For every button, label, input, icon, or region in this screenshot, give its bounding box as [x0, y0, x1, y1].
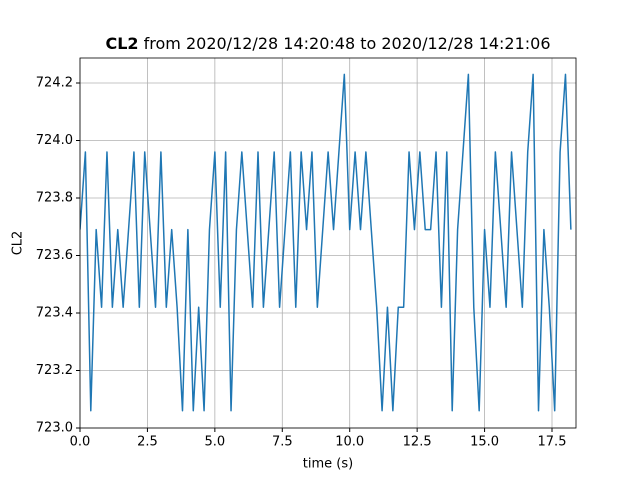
x-tick-label: 10.0 — [335, 435, 364, 450]
x-tick-label: 5.0 — [205, 435, 226, 450]
x-tick-label: 12.5 — [403, 435, 432, 450]
x-axis-label: time (s) — [303, 457, 353, 472]
title-text: from 2020/12/28 14:20:48 to 2020/12/28 1… — [144, 34, 551, 53]
x-tick-label: 7.5 — [272, 435, 293, 450]
y-tick-label: 723.4 — [36, 306, 73, 321]
y-tick-label: 724.2 — [36, 76, 73, 91]
y-tick-label: 724.0 — [36, 133, 73, 148]
y-tick-label: 723.0 — [36, 421, 73, 436]
y-tick-label: 723.2 — [36, 363, 73, 378]
data-line — [80, 73, 572, 412]
title-name: CL2 — [105, 34, 138, 53]
x-tick-label: 15.0 — [470, 435, 499, 450]
x-tick-label: 0.0 — [70, 435, 91, 450]
y-axis-label: CL2 — [11, 231, 26, 256]
chart-title: CL2 from 2020/12/28 14:20:48 to 2020/12/… — [105, 34, 550, 53]
x-tick-label: 2.5 — [137, 435, 158, 450]
y-tick-label: 723.6 — [36, 248, 73, 263]
plot-frame — [79, 57, 577, 429]
x-tick-label: 17.5 — [538, 435, 567, 450]
y-tick-label: 723.8 — [36, 191, 73, 206]
